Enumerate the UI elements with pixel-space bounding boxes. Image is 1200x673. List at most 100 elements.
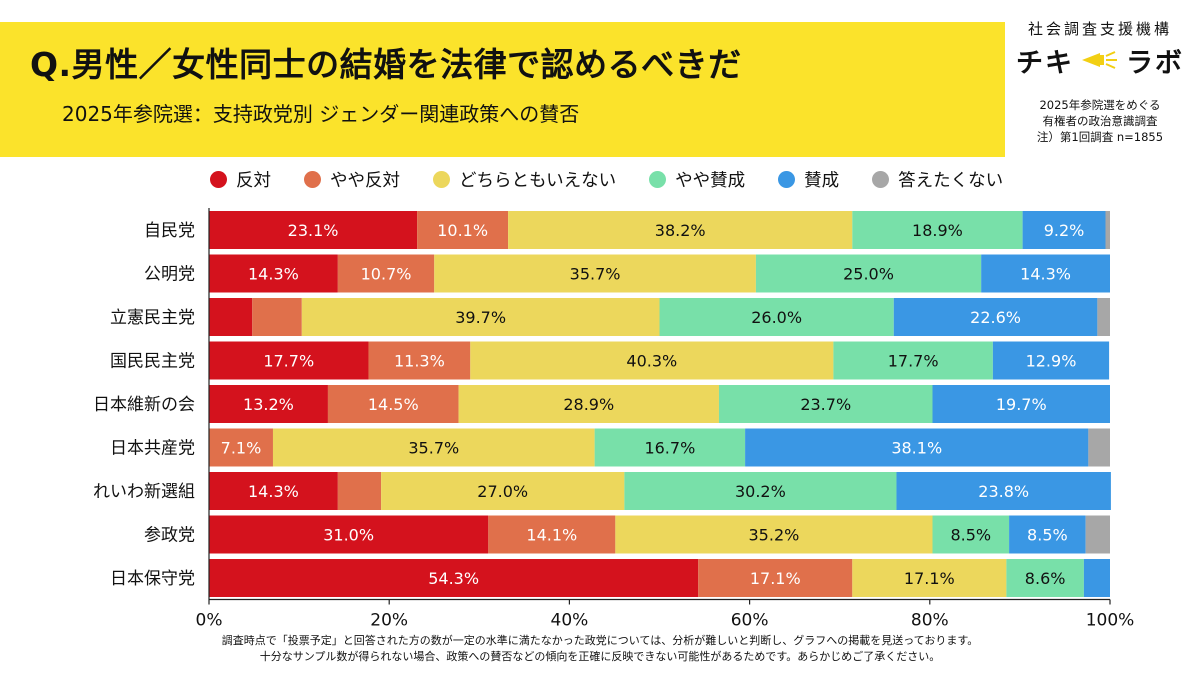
data-label: 27.0% [477,482,528,501]
category-label: 立憲民主党 [110,307,195,328]
bar-segment [209,298,253,336]
x-tick-label: 20% [370,611,408,631]
bar-segment [1009,515,1086,554]
category-label: 公明党 [144,265,195,285]
legend-item: どちらともいえない [433,167,616,192]
data-label: 8.6% [1025,569,1066,588]
bar-segment [659,298,894,336]
x-tick-label: 80% [911,611,949,631]
legend-item: やや賛成 [649,167,745,192]
bar-segment [718,385,933,423]
chart-legend: 反対 やや反対 どちらともいえない やや賛成 賛成 答えたくない [210,166,1110,192]
bar-segment [932,515,1010,554]
brand-org-name: 社会調査支援機構 [1027,20,1172,38]
bar-segment [698,559,853,597]
bar-segment [615,515,933,554]
bar-segment [381,472,625,510]
legend-swatch [304,170,321,188]
survey-info-line: 注）第1回調査 n=1855 [1036,130,1164,144]
bar-segment [1006,559,1084,597]
bar-segment [368,341,471,380]
x-tick-label: 40% [551,611,589,631]
x-tick-label: 0% [196,611,223,631]
bar-segment [594,428,746,467]
legend-label: やや賛成 [675,170,746,191]
data-label: 14.3% [248,265,299,284]
bar-segment [252,298,302,336]
legend-item: 答えたくない [872,167,1003,192]
data-label: 23.1% [288,221,339,240]
title-banner [0,22,1005,157]
data-label: 14.3% [248,482,299,501]
bar-segment [209,341,369,380]
bar-row: れいわ新選組 14.3% 27.0% 30.2% 23.8% [93,472,1111,510]
data-label: 35.2% [749,526,800,545]
bar-row: 日本共産党 7.1% 35.7% 16.7% 38.1% [110,428,1110,467]
category-label: 日本維新の会 [93,395,195,415]
x-tick-label: 60% [731,611,769,631]
bar-segment [852,559,1007,597]
data-label: 13.2% [243,395,294,414]
data-label: 10.1% [437,221,488,240]
legend-label: 答えたくない [898,170,1004,191]
data-label: 17.1% [904,569,955,588]
bar-segment [272,428,595,467]
data-label: 40.3% [626,352,677,371]
bar-row: 立憲民主党 39.7% 26.0% 22.6% [110,298,1110,336]
data-label: 39.7% [455,308,506,327]
data-label: 35.7% [408,439,459,458]
data-label: 30.2% [735,482,786,501]
footnote: 調査時点で「投票予定」と回答された方の数が一定の水準に満たなかった政党については… [0,633,1200,665]
bar-segment [932,385,1110,423]
bar-segment [470,341,834,380]
bar-segment [624,472,897,510]
footnote-line: 十分なサンプル数が得られない場合、政策への賛否などの傾向を正確に反映できない可能… [259,650,941,663]
bar-segment [992,341,1110,380]
bar-segment [981,254,1110,293]
bar-segment [209,385,328,423]
brand-logo-left: チキ [1016,47,1074,79]
data-label: 22.6% [970,308,1021,327]
brand-logo-right: ラボ [1126,47,1184,79]
bar-segment [209,254,338,293]
legend-swatch [210,170,227,188]
category-label: 参政党 [144,526,195,546]
data-label: 28.9% [563,395,614,414]
stacked-bar-chart: 自民党 23.1% 10.1% 38.2% 18.9% 9.2% 公明党 14.3% 10.7%… [93,208,1134,631]
bar-row: 自民党 23.1% 10.1% 38.2% 18.9% 9.2% [144,211,1110,249]
data-label: 7.1% [221,439,262,458]
bar-segment [896,472,1111,510]
data-label: 19.7% [996,395,1047,414]
bar-segment [745,428,1089,467]
data-label: 14.5% [368,395,419,414]
data-label: 10.7% [361,265,412,284]
legend-item: 反対 [210,167,271,192]
legend-swatch [778,170,796,188]
data-label: 54.3% [428,569,479,588]
data-label: 38.2% [655,221,706,240]
data-label: 14.3% [1020,265,1071,284]
data-label: 9.2% [1044,221,1085,240]
bar-segment [1105,211,1110,249]
bar-segment [1097,298,1110,336]
data-label: 8.5% [1027,526,1068,545]
legend-label: 賛成 [804,170,840,191]
survey-info-line: 有権者の政治意識調査 [1042,114,1158,128]
bar-segment [1085,515,1110,554]
bar-segment [458,385,719,423]
bar-segment [209,559,699,597]
category-label: 自民党 [144,221,195,241]
bar-row: 国民民主党 17.7% 11.3% 40.3% 17.7% 12.9% [110,341,1110,380]
data-label: 17.7% [263,352,314,371]
question-title: Q.男性／女性同士の結婚を法律で認めるべきだ [30,45,742,84]
data-label: 12.9% [1026,352,1077,371]
bar-segment [1088,428,1110,467]
bar-segment [508,211,853,249]
legend-swatch [433,170,450,188]
data-label: 16.7% [644,439,695,458]
data-label: 14.1% [526,526,577,545]
category-label: 国民民主党 [110,352,195,372]
legend-label: やや反対 [330,170,400,191]
data-label: 17.1% [750,569,801,588]
category-label: 日本共産党 [110,439,195,459]
